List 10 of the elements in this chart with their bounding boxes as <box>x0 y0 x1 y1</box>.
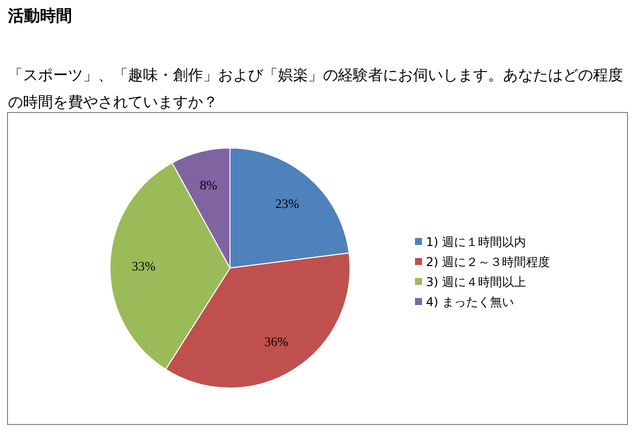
legend-label: 4) まったく無い <box>426 295 514 309</box>
data-label: 33% <box>132 258 156 274</box>
legend-label: 2) 週に２～３時間程度 <box>426 255 550 269</box>
chart-subtitle: 「スポーツ」、「趣味・創作」および「娯楽」の経験者にお伺いします。あなたはどの程度の時間を費やされていますか？ <box>8 65 623 113</box>
data-label: 23% <box>275 196 300 212</box>
data-label: 8% <box>200 177 218 192</box>
legend-label: 1) 週に１時間以内 <box>426 235 526 249</box>
data-label: 36% <box>264 334 288 349</box>
chart-title: 活動時間 <box>8 6 72 27</box>
legend-label: 3) 週に４時間以上 <box>426 275 526 289</box>
